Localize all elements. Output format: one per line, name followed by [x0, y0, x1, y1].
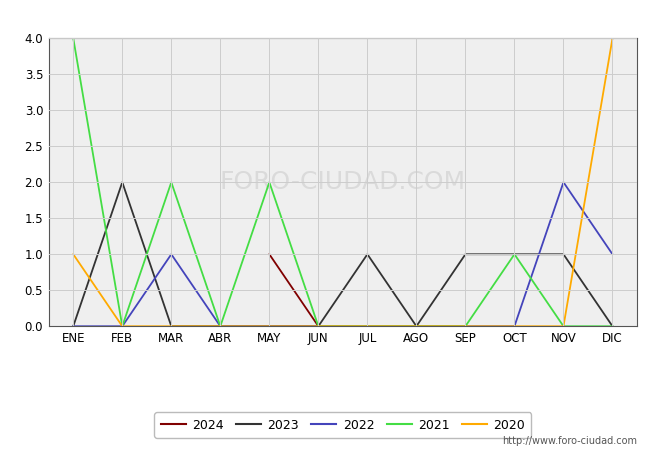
Text: FORO-CIUDAD.COM: FORO-CIUDAD.COM — [220, 170, 466, 194]
Text: http://www.foro-ciudad.com: http://www.foro-ciudad.com — [502, 436, 637, 446]
Text: Matriculaciones de Vehiculos en Alicún: Matriculaciones de Vehiculos en Alicún — [164, 10, 486, 28]
Legend: 2024, 2023, 2022, 2021, 2020: 2024, 2023, 2022, 2021, 2020 — [155, 413, 532, 438]
